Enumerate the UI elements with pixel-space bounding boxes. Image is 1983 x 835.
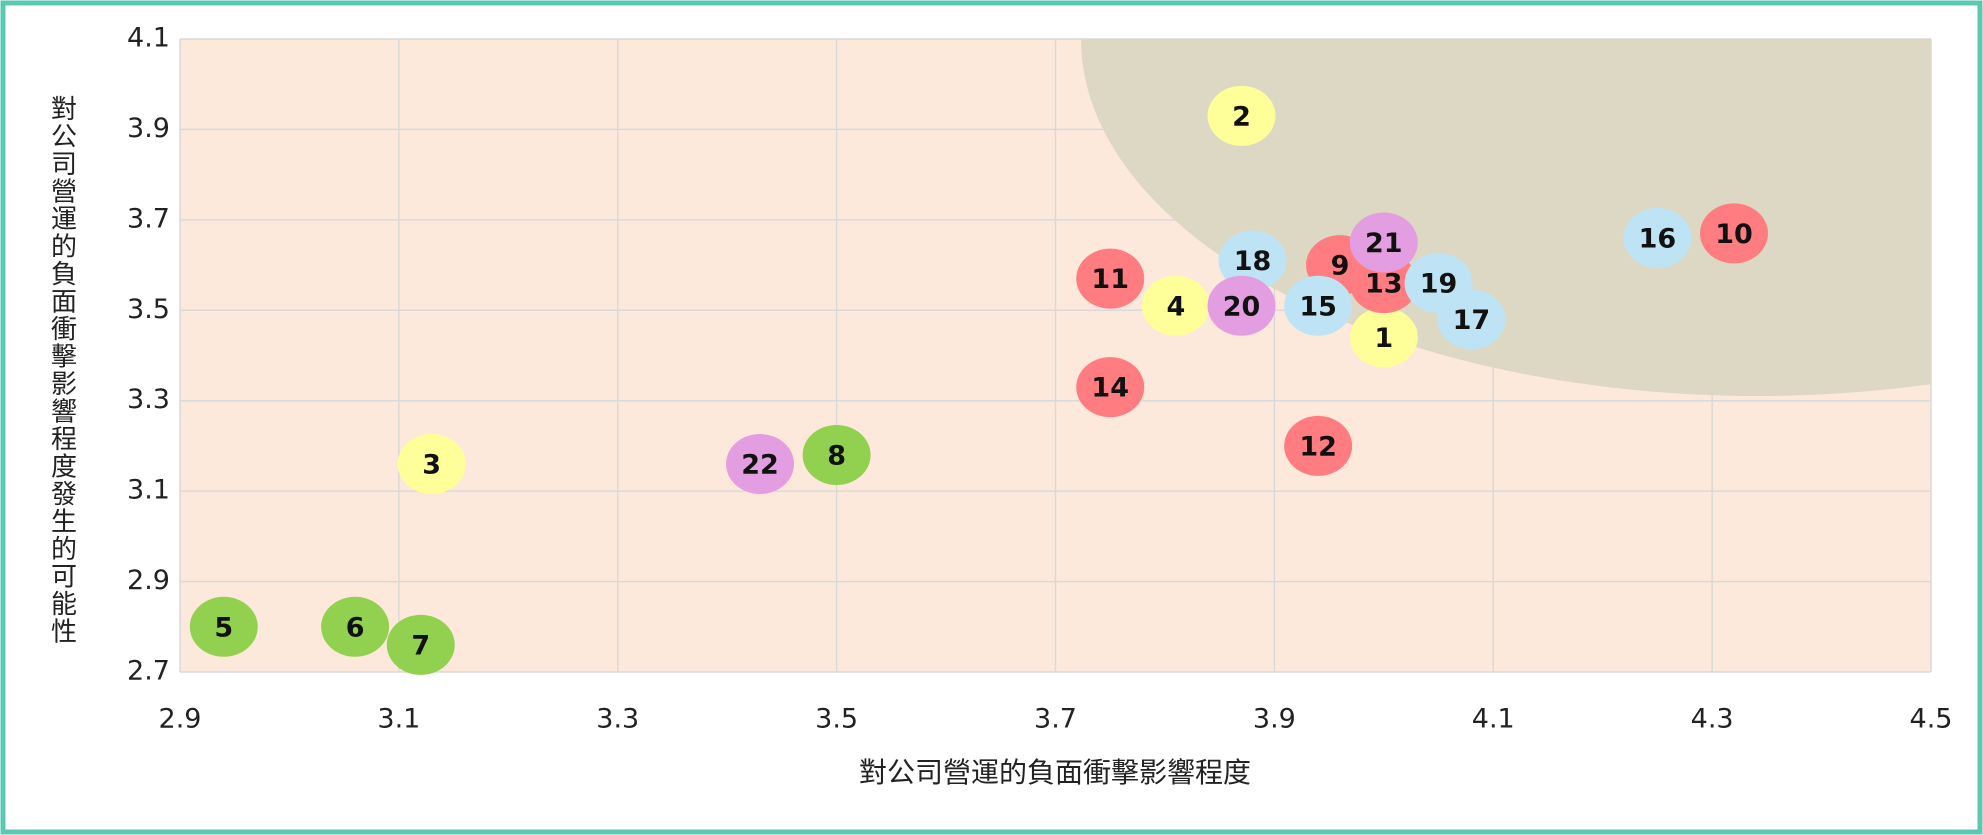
point-label: 16	[1639, 223, 1677, 254]
point	[189, 596, 258, 657]
point-label: 7	[411, 630, 430, 661]
point	[726, 434, 795, 495]
point	[1623, 207, 1692, 268]
point	[321, 596, 390, 657]
y-tick-label: 4.1	[127, 23, 170, 54]
x-tick-label: 2.9	[159, 704, 202, 735]
point-label: 11	[1091, 264, 1129, 295]
x-tick-label: 3.7	[1034, 704, 1077, 735]
point-label: 1	[1374, 323, 1393, 354]
point	[1349, 307, 1418, 368]
point-label: 9	[1331, 251, 1350, 282]
y-tick-label: 3.5	[127, 294, 170, 325]
point-label: 12	[1299, 431, 1337, 462]
point	[1076, 357, 1145, 418]
point	[802, 424, 871, 485]
point	[1207, 275, 1276, 336]
point	[1349, 212, 1418, 273]
point	[1141, 275, 1210, 336]
y-axis-title: 對公司營運的負面衝擊影響程度發生的可能性	[47, 95, 77, 645]
point-label: 14	[1091, 373, 1129, 404]
point-label: 8	[827, 440, 846, 471]
point	[1404, 253, 1473, 314]
point	[1207, 85, 1276, 146]
y-tick-label: 3.9	[127, 113, 170, 144]
y-tick-label: 3.1	[127, 475, 170, 506]
point-label: 15	[1299, 291, 1337, 322]
point	[1284, 275, 1353, 336]
point	[397, 434, 466, 495]
point-label: 20	[1223, 291, 1261, 322]
point	[386, 614, 455, 675]
y-tick-label: 3.3	[127, 384, 170, 415]
point-label: 21	[1365, 228, 1403, 259]
point	[1284, 415, 1353, 476]
x-tick-label: 4.3	[1691, 704, 1734, 735]
x-tick-label: 3.3	[596, 704, 639, 735]
point	[1076, 248, 1145, 309]
x-axis-title: 對公司營運的負面衝擊影響程度	[859, 756, 1251, 789]
x-tick-label: 4.1	[1472, 704, 1515, 735]
point-label: 19	[1420, 269, 1458, 300]
y-tick-label: 2.9	[127, 565, 170, 596]
point-label: 2	[1232, 101, 1251, 132]
x-tick-label: 3.9	[1253, 704, 1296, 735]
point-label: 3	[422, 450, 441, 481]
y-tick-label: 3.7	[127, 203, 170, 234]
point	[1700, 203, 1769, 264]
y-tick-label: 2.7	[127, 656, 170, 687]
highlight-zone	[1081, 39, 1931, 396]
point-label: 22	[741, 450, 779, 481]
x-tick-label: 4.5	[1910, 704, 1953, 735]
point-label: 6	[346, 612, 365, 643]
point-label: 13	[1365, 269, 1403, 300]
point-label: 17	[1453, 305, 1491, 336]
point-label: 10	[1715, 219, 1753, 250]
x-tick-label: 3.1	[377, 704, 420, 735]
point-label: 5	[214, 612, 233, 643]
point-label: 18	[1234, 246, 1272, 277]
point-label: 4	[1166, 291, 1185, 322]
x-tick-label: 3.5	[815, 704, 858, 735]
point	[1218, 230, 1287, 291]
